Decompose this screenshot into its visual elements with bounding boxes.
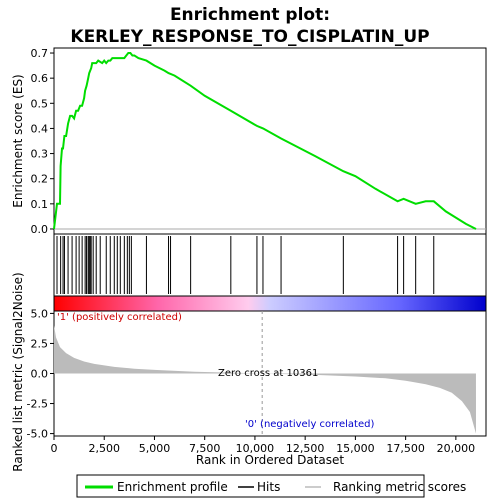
- legend: Enrichment profile Hits Ranking metric sco…: [85, 480, 466, 494]
- es-ytick-label: 0.3: [31, 148, 49, 161]
- rank-ytick-label: 5.0: [31, 307, 49, 320]
- legend-label: Ranking metric scores: [333, 480, 466, 494]
- es-ytick-label: 0.0: [31, 223, 49, 236]
- rank-ytick-label: -5.0: [27, 428, 48, 441]
- rank-xtick-label: 15,000: [336, 442, 375, 455]
- rank-ytick-label: 2.5: [31, 337, 49, 350]
- hits-panel-frame: [53, 233, 487, 297]
- negative-correlation-label: '0' (negatively correlated): [245, 419, 374, 430]
- rank-xtick-label: 7,500: [189, 442, 221, 455]
- zero-cross-label: Zero cross at 10361: [218, 368, 318, 379]
- rank-xtick-label: 20,000: [437, 442, 476, 455]
- rank-xtick-label: 0: [51, 442, 58, 455]
- es-ytick-label: 0.2: [31, 173, 49, 186]
- rank-xlabel: Rank in Ordered Dataset: [196, 453, 344, 467]
- legend-label: Enrichment profile: [117, 480, 228, 494]
- es-ytick-label: 0.7: [31, 47, 49, 60]
- positive-correlation-label: '1' (positively correlated): [57, 312, 182, 323]
- rank-xtick-label: 2,500: [88, 442, 120, 455]
- rank-ytick-label: -2.5: [27, 398, 48, 411]
- rank-xtick-label: 5,000: [139, 442, 171, 455]
- es-ytick-label: 0.6: [31, 72, 49, 85]
- es-panel-frame: [53, 47, 487, 235]
- rank-xtick-label: 17,500: [386, 442, 425, 455]
- rank-ylabel: Ranked list metric (Signal2Noise): [11, 272, 25, 471]
- es-ylabel: Enrichment score (ES): [11, 74, 25, 207]
- rank-ytick-label: 0.0: [31, 368, 49, 381]
- es-ytick-label: 0.1: [31, 198, 49, 211]
- legend-label: Hits: [257, 480, 280, 494]
- rank-xtick-label: 10,000: [236, 442, 275, 455]
- es-ytick-label: 0.4: [31, 122, 49, 135]
- rank-xticks: 0 2,500 5,000 7,500 10,000 12,500 15,000 17,500…: [51, 436, 476, 455]
- chart-title-line2: KERLEY_RESPONSE_TO_CISPLATIN_UP: [70, 27, 429, 47]
- hit-marks: [56, 236, 435, 294]
- chart-title-line1: Enrichment plot:: [170, 5, 330, 25]
- rank-yticks: 5.0 2.5 0.0 -2.5 -5.0: [27, 307, 54, 441]
- es-yticks: 0.0 0.1 0.2 0.3 0.4 0.5 0.6 0.7: [31, 47, 486, 236]
- es-ytick-label: 0.5: [31, 97, 49, 110]
- rank-color-bar: [53, 295, 487, 312]
- rank-xtick-label: 12,500: [286, 442, 325, 455]
- es-line: [53, 52, 477, 230]
- legend-box: [76, 474, 425, 498]
